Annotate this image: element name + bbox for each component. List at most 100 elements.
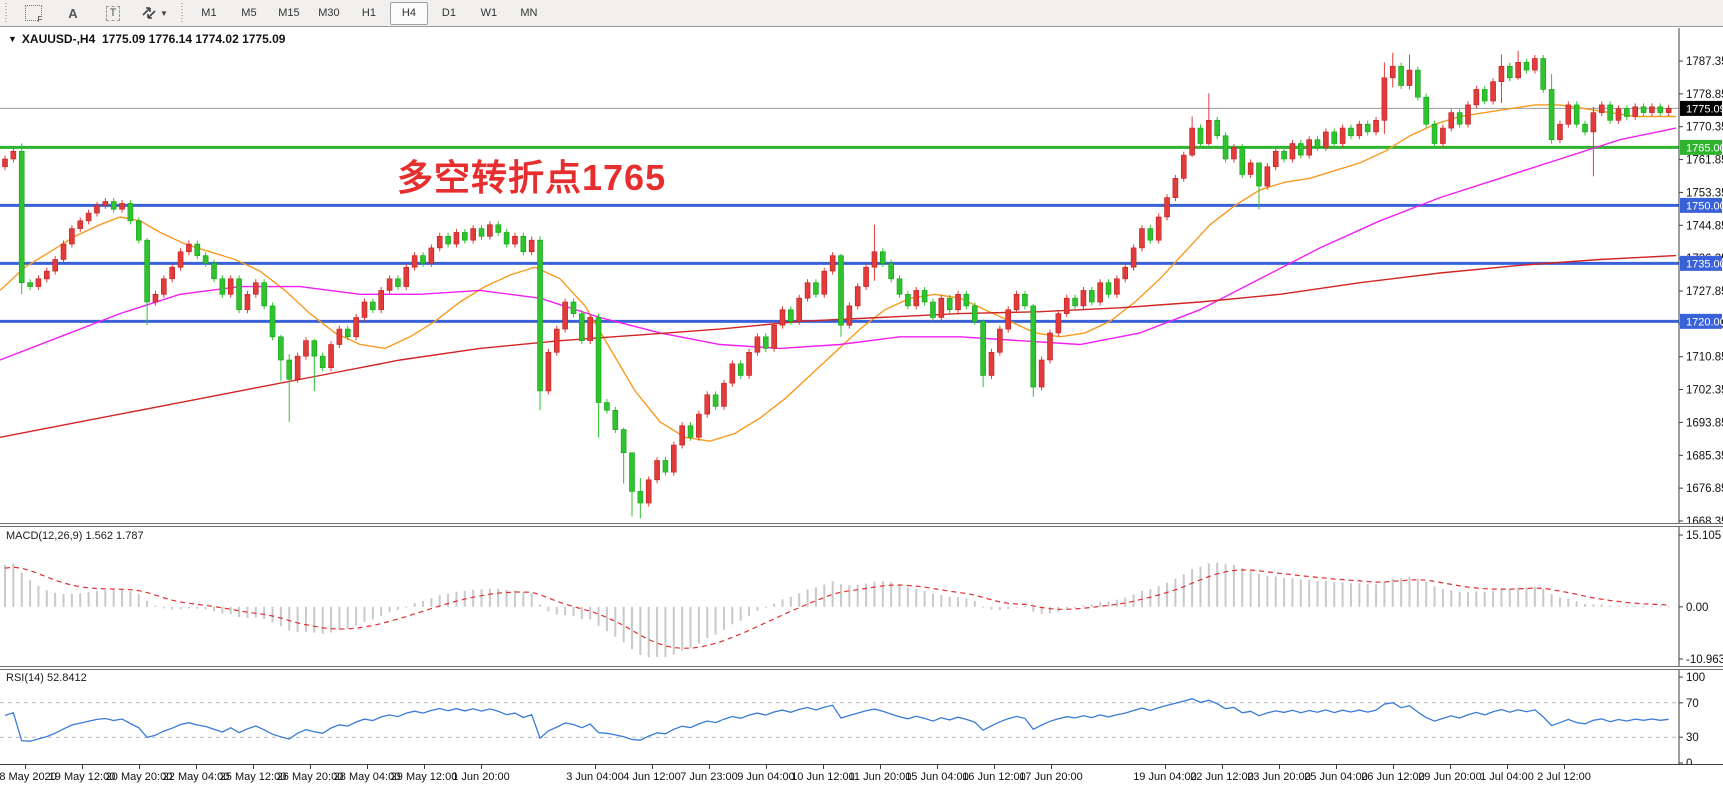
time-label: 26 May 20:00 <box>276 771 344 783</box>
arrows-dropdown-caret-icon[interactable]: ▼ <box>160 8 168 18</box>
candle-body <box>43 270 50 280</box>
macd-hist-bar <box>413 603 416 607</box>
main-chart-panel[interactable]: 1787.35 1778.85 1770.35 1761.85 1753.35 1744.… <box>0 28 1723 523</box>
time-label: 17 Jun 20:00 <box>1019 771 1083 783</box>
candle-body <box>612 409 619 430</box>
macd-hist-bar <box>229 606 232 615</box>
timeframe-button-m5[interactable]: M5 <box>241 7 257 19</box>
macd-hist-bar <box>330 606 333 633</box>
panel-splitter-1[interactable] <box>0 523 1723 527</box>
timeframe-button-mn[interactable]: MN <box>520 7 538 19</box>
macd-hist-bar <box>1391 578 1394 607</box>
timeframe-button-m1[interactable]: M1 <box>201 7 217 19</box>
toolbar-grip-2[interactable] <box>178 3 186 23</box>
time-label: 22 Jun 12:00 <box>1190 771 1254 783</box>
candle-body <box>503 232 510 245</box>
timeframe-button-h4[interactable]: H4 <box>389 1 428 25</box>
candle-body <box>737 363 744 376</box>
chart-grid-tool-button[interactable]: F <box>14 2 52 25</box>
candle-body <box>1532 58 1538 71</box>
macd-hist-bar <box>304 606 307 632</box>
candle-body <box>553 328 560 353</box>
arrows-tool-button[interactable]: ▼ <box>134 2 175 25</box>
macd-hist-bar <box>722 606 725 630</box>
rsi-line <box>4 698 1669 742</box>
candle-body <box>1323 131 1329 148</box>
macd-panel[interactable]: 15.105 0.00 -10.963 <box>0 527 1723 666</box>
candle-body <box>704 394 711 415</box>
time-label: 29 May 12:00 <box>390 771 458 783</box>
price-tick: 1710.85 <box>1686 352 1723 364</box>
candle-body <box>1557 123 1563 140</box>
text-label-tool-button[interactable]: A <box>54 2 92 25</box>
candle-body <box>1465 104 1471 125</box>
macd-hist-bar <box>1533 586 1536 607</box>
candle-body <box>202 255 209 264</box>
candle-body <box>1030 305 1037 388</box>
candle-body <box>1348 127 1354 137</box>
candle-body <box>278 336 284 361</box>
macd-hist-bar <box>29 580 32 607</box>
macd-hist-bar <box>1492 590 1495 607</box>
timeframe-button-d1[interactable]: D1 <box>441 7 456 19</box>
macd-hist-bar <box>279 606 282 627</box>
candle-body <box>453 232 460 245</box>
collapse-triangle-icon[interactable]: ▼ <box>8 34 17 44</box>
price-badge <box>1680 313 1722 329</box>
time-tick <box>1279 765 1280 769</box>
candle-body <box>1423 96 1429 125</box>
macd-hist-bar <box>422 600 424 607</box>
panel-splitter-2[interactable] <box>0 666 1723 670</box>
candle-body <box>69 228 75 245</box>
candle-body <box>1440 127 1446 144</box>
macd-hist-bar <box>1567 598 1570 607</box>
candle-body <box>1256 162 1262 187</box>
timeframe-button-m15[interactable]: M15 <box>278 7 300 19</box>
macd-hist-bar <box>1049 606 1051 614</box>
timeframe-button-w1[interactable]: W1 <box>480 7 498 19</box>
time-tick <box>1222 765 1223 769</box>
candle-body <box>654 460 660 481</box>
macd-hist-bar <box>1341 582 1344 607</box>
candle-body <box>227 278 234 295</box>
macd-hist-bar <box>513 590 516 607</box>
candle-body <box>938 297 945 318</box>
macd-hist-bar <box>1667 606 1670 608</box>
macd-hist-bar <box>898 584 901 607</box>
price-tick: 1693.85 <box>1686 417 1723 429</box>
candle-body <box>1573 104 1580 125</box>
candle-body <box>194 243 201 256</box>
timeframe-button-m30[interactable]: M30 <box>318 7 340 19</box>
time-label: 25 Jun 04:00 <box>1304 771 1368 783</box>
macd-hist-bar <box>1040 606 1043 614</box>
candle-body <box>804 282 811 299</box>
macd-hist-bar <box>1023 606 1026 608</box>
candle-body <box>645 479 652 504</box>
macd-hist-bar <box>396 606 399 610</box>
macd-hist-bar <box>355 606 358 626</box>
rsi-panel[interactable]: 100 70 30 0 <box>0 670 1723 764</box>
candle-body <box>1097 282 1103 303</box>
macd-hist-bar <box>1015 606 1018 608</box>
candle-body <box>1272 150 1279 168</box>
timeframe-button-group: M1 M5 M15 M30 H1 H4 D1 W1 MN <box>189 1 549 25</box>
candle-body <box>344 328 351 338</box>
candle-body <box>253 282 259 295</box>
macd-hist-bar <box>271 606 274 623</box>
candle-body <box>1415 69 1421 98</box>
candle-body <box>1456 112 1463 125</box>
toolbar-grip[interactable] <box>3 3 10 23</box>
macd-hist-bar <box>1450 590 1453 607</box>
candle-body <box>319 355 326 369</box>
time-label: 1 Jul 04:00 <box>1480 771 1534 783</box>
time-tick <box>139 765 140 769</box>
macd-hist-bar <box>20 572 23 607</box>
macd-hist-bar <box>564 606 567 616</box>
time-label: 4 Jun 12:00 <box>623 771 681 783</box>
macd-hist-bar <box>321 606 324 634</box>
candle-body <box>670 444 677 473</box>
text-box-tool-button[interactable]: T <box>94 2 132 25</box>
candle-body <box>863 266 869 287</box>
timeframe-button-h1[interactable]: H1 <box>361 7 376 19</box>
